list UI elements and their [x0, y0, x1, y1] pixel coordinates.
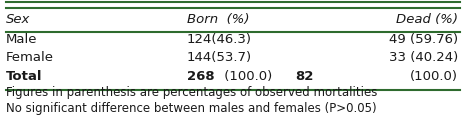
- Text: Dead (%): Dead (%): [396, 13, 458, 26]
- Text: Total: Total: [6, 70, 43, 83]
- Text: Figures in parenthesis are percentages of observed mortalities: Figures in parenthesis are percentages o…: [6, 86, 377, 98]
- Text: Born  (%): Born (%): [187, 13, 249, 26]
- Text: Male: Male: [6, 33, 37, 46]
- Text: (100.0): (100.0): [410, 70, 458, 83]
- Text: No significant difference between males and females (P>0.05): No significant difference between males …: [6, 102, 377, 114]
- Text: Female: Female: [6, 51, 54, 64]
- Text: Sex: Sex: [6, 13, 30, 26]
- Text: (100.0): (100.0): [220, 70, 273, 83]
- Text: 268: 268: [187, 70, 214, 83]
- Text: 49 (59.76): 49 (59.76): [389, 33, 458, 46]
- Text: 144(53.7): 144(53.7): [187, 51, 252, 64]
- Text: 82: 82: [296, 70, 314, 83]
- Text: 33 (40.24): 33 (40.24): [389, 51, 458, 64]
- Text: 124(46.3): 124(46.3): [187, 33, 252, 46]
